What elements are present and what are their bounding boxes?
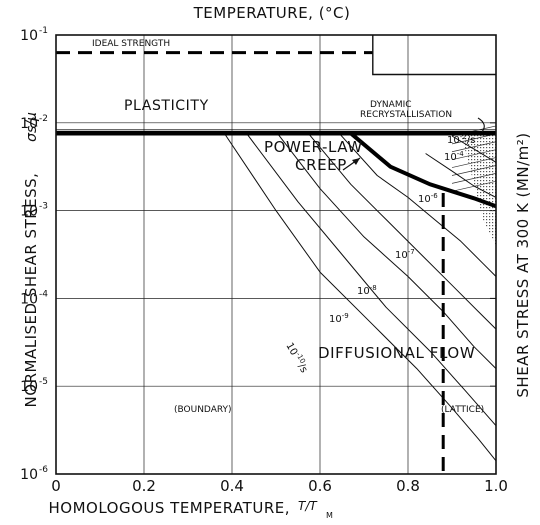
strain-rate-contour-1e-10 [222,131,497,462]
y-tick-exponent: -4 [39,289,48,299]
rate-label-1e-2: 10-2/s [447,133,475,146]
ideal-strength-box [372,35,496,76]
y-axis-title: NORMALISED SHEAR STRESS, [22,173,40,408]
x-axis-title: HOMOLOGOUS TEMPERATURE, [49,499,291,517]
field-boundaries [56,35,497,474]
svg-text:10-7: 10-7 [395,248,415,261]
y-tick-label: 10 [20,291,38,307]
x-tick-label: 0.8 [396,477,420,495]
x-tick-label: 0.2 [132,477,156,495]
y-axis-right-title-group: SHEAR STRESS AT 300 K (MN/m²) [514,132,532,397]
y-tick-exponent: -1 [39,26,48,36]
y-tick-exponent: -3 [39,202,48,212]
svg-text:10-6: 10-6 [418,192,438,205]
creep-pointer-arrowhead [352,158,360,165]
y-tick-label: 10 [20,28,38,44]
hatch-line [451,157,497,168]
svg-text:10-2/s: 10-2/s [447,133,475,146]
power-law-creep-boundary [349,131,497,209]
region-power-law: POWER-LAW [264,138,363,156]
hatch-line [451,141,497,153]
y-axis-left-title-group: NORMALISED SHEAR STRESS, σs/μ [22,112,40,407]
x-axis-symbol-subscript: M [326,511,333,520]
plot-frame [55,34,497,475]
strain-rate-contour-1e-8 [275,131,497,369]
x-tick-label: 0 [51,477,61,495]
strain-rate-contours [222,131,497,462]
rate-label-1e-7: 10-7 [395,248,415,261]
rate-label-1e-8: 10-8 [357,284,377,297]
region-creep: CREEP [295,156,347,174]
chart-title: TEMPERATURE, (°C) [193,4,351,22]
y-tick-label: 10 [20,467,38,483]
hatch-line [451,173,497,184]
y-tick-label: 10 [20,379,38,395]
region-diffusional-flow: DIFFUSIONAL FLOW [318,344,475,362]
region-plasticity: PLASTICITY [124,98,209,114]
x-tick-label: 0.6 [308,477,332,495]
stippled-region [460,133,496,246]
rate-label-1e-4: 10-4 [444,150,464,163]
y-tick-label: 10 [20,116,38,132]
axis-ticks: 0 0.2 0.4 0.6 0.8 1.010-110-210-310-410-510-6 [20,26,508,495]
strain-rate-contour-1e-2 [451,135,497,163]
recrystallisation-pointer [477,117,485,133]
y-axis-right-title: SHEAR STRESS AT 300 K (MN/m²) [514,132,532,397]
rate-label-1e-6: 10-6 [418,192,438,205]
x-tick-label: 1.0 [484,477,508,495]
hatch-line [451,149,497,161]
region-lattice: (LATTICE) [441,405,484,415]
svg-text:10-4: 10-4 [444,150,464,163]
y-axis-symbol: σs/μ [24,112,40,142]
strain-rate-contour-1e-4 [425,153,497,198]
rate-label-1e-10: 10-10/s [283,340,311,375]
y-tick-exponent: -6 [39,465,48,475]
y-tick-exponent: -5 [39,377,48,387]
x-tick-label: 0.4 [220,477,244,495]
strain-rate-contour-1e-6 [337,131,497,277]
region-ideal-strength: IDEAL STRENGTH [92,39,170,49]
svg-text:10-9: 10-9 [329,312,349,325]
y-tick-label: 10 [20,204,38,220]
svg-text:10-8: 10-8 [357,284,377,297]
strain-rate-contour-1e-9 [244,131,497,427]
region-boundary: (BOUNDARY) [174,405,232,415]
x-axis-symbol: T/T [298,499,318,513]
region-dynamic: DYNAMIC [370,100,412,110]
region-recrystallisation: RECRYSTALLISATION [360,110,452,120]
svg-text:10-10/s: 10-10/s [283,340,311,375]
strain-rate-contour-1e-7 [306,131,497,330]
grid-lines [55,34,497,475]
hatch-line [451,165,497,176]
rate-label-1e-9: 10-9 [329,312,349,325]
y-tick-exponent: -2 [39,114,48,124]
